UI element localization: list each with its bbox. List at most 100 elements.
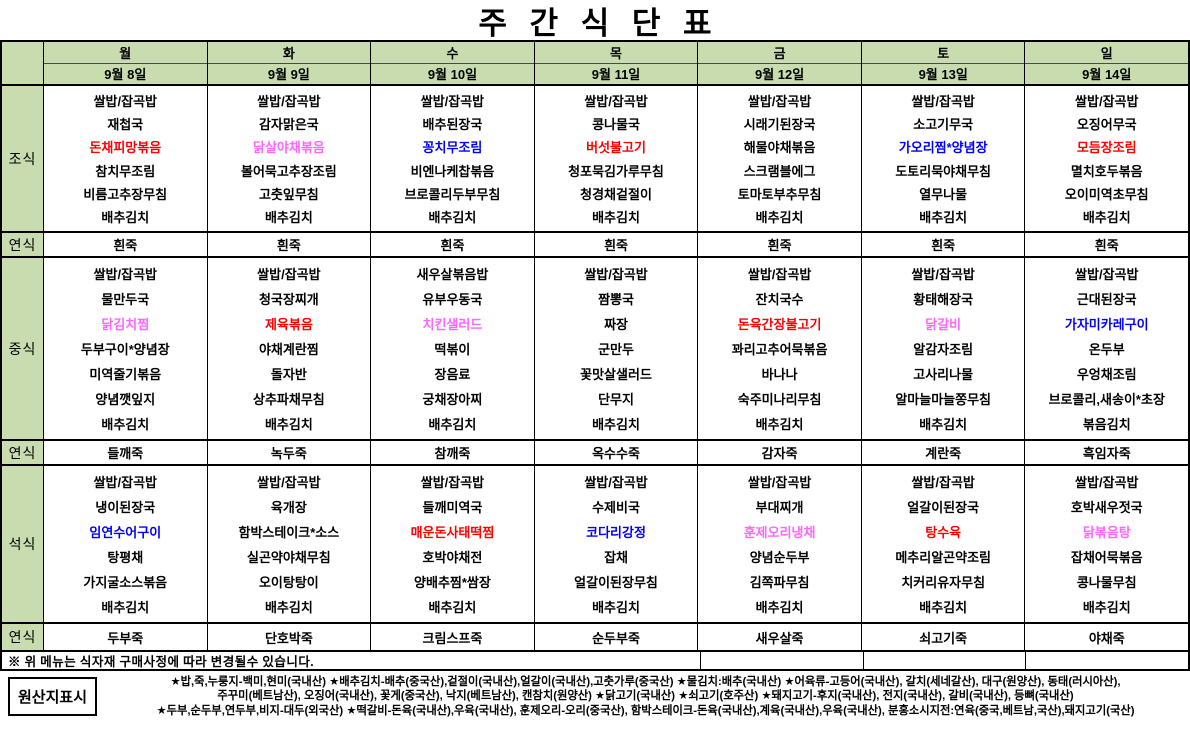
menu-item: 임연수어구이: [89, 525, 162, 540]
soft-cell-1-2: 흰죽: [370, 233, 534, 256]
menu-item: 돈채피망볶음: [89, 140, 162, 156]
menu-item: 치킨샐러드: [422, 317, 483, 332]
section-row-1: 연식 흰죽 흰죽 흰죽 흰죽 흰죽 흰죽 흰죽: [2, 231, 1188, 256]
menu-item: 가지굴소스볶음: [83, 575, 168, 590]
menu-item: 숙주미나리무침: [737, 392, 822, 407]
menu-item: 수제비국: [592, 500, 640, 515]
menu-item: 재첩국: [107, 117, 144, 133]
day-date: 9월 14일: [1082, 67, 1132, 83]
soft-cell-1-0: 흰죽: [43, 233, 207, 256]
menu-cell-0-0: 쌀밥/잡곡밥 재첩국 돈채피망볶음 참치무조림 비름고추장무침 배추김치: [43, 86, 207, 231]
menu-item: 얼갈이된장국: [907, 500, 980, 515]
menu-cell-4-6: 쌀밥/잡곡밥 호박새우젓국 닭볶음탕 잡채어묵볶음 콩나물무침 배추김치: [1024, 466, 1188, 622]
menu-item: 쌀밥/잡곡밥: [93, 94, 157, 110]
menu-item: 쌀밥/잡곡밥: [1075, 94, 1139, 110]
menu-item: 닭갈비: [925, 317, 962, 332]
menu-item: 가오리찜*양념장: [898, 140, 988, 156]
menu-item: 비름고추장무침: [83, 186, 168, 202]
menu-item: 짬뽕국: [598, 292, 634, 307]
menu-item: 치커리유자무침: [901, 575, 986, 590]
soft-cell-3-6: 흑임자죽: [1024, 441, 1188, 464]
menu-item: 떡볶이: [434, 342, 471, 357]
soft-cell-3-0: 들깨죽: [43, 441, 207, 464]
menu-item: 고춧잎무침: [258, 186, 319, 202]
menu-item: 들깨미역국: [422, 500, 483, 515]
menu-item: 호박야채전: [422, 550, 483, 565]
menu-item: 물만두국: [101, 292, 150, 307]
menu-item: 닭김치찜: [101, 317, 150, 332]
menu-item: 오이미역초무침: [1064, 186, 1149, 202]
page-title: 주 간 식 단 표: [478, 5, 719, 41]
day-header-4: 금 9월 12일: [697, 42, 861, 84]
menu-item: 쌀밥/잡곡밥: [420, 475, 485, 490]
menu-item: 배추김치: [919, 600, 968, 615]
menu-cell-2-3: 쌀밥/잡곡밥 짬뽕국 짜장 군만두 꽃맛살샐러드 단무지 배추김치: [533, 258, 698, 439]
menu-item: 시래기된장국: [743, 117, 816, 133]
menu-item: 배추김치: [755, 600, 804, 615]
row-label: 중식: [2, 258, 43, 439]
day-name: 일: [1025, 42, 1189, 64]
menu-item: 쌀밥/잡곡밥: [420, 94, 485, 110]
soft-cell-1-4: 흰죽: [697, 233, 861, 256]
menu-item: 쌀밥/잡곡밥: [93, 267, 157, 282]
note-empty-cell: [1025, 652, 1188, 669]
soft-cell-3-1: 녹두죽: [206, 441, 371, 464]
row-label: 연식: [2, 624, 43, 650]
menu-item: 꽃맛살샐러드: [580, 367, 652, 382]
menu-item: 돈육간장불고기: [737, 317, 822, 332]
menu-cell-0-1: 쌀밥/잡곡밥 감자맑은국 닭살야채볶음 볼어묵고추장조림 고춧잎무침 배추김치: [206, 86, 371, 231]
day-name: 수: [371, 42, 534, 64]
day-date: 9월 9일: [267, 67, 310, 83]
menu-cell-4-1: 쌀밥/잡곡밥 육개장 함박스테이크*소스 실곤약야채무침 오이탕탕이 배추김치: [206, 466, 371, 622]
day-header-5: 토 9월 13일: [860, 42, 1025, 84]
menu-item: 얼갈이된장무침: [574, 575, 658, 590]
menu-item: 군만두: [598, 342, 634, 357]
menu-item: 배추된장국: [422, 117, 483, 133]
day-name: 금: [698, 42, 861, 64]
menu-item: 미역줄기볶음: [89, 367, 162, 382]
menu-item: 훈제오리냉채: [743, 525, 816, 540]
row-label: 조식: [2, 86, 43, 231]
day-name: 월: [44, 42, 207, 64]
origin-line-2: 주꾸미(베트남산), 오징어(국내산), 꽃게(중국산), 낙지(베트남산), …: [217, 690, 1074, 703]
menu-item: 콩나물무침: [1076, 575, 1137, 590]
menu-cell-2-1: 쌀밥/잡곡밥 청국장찌개 제육볶음 야채계란찜 돌자반 상추파채무침 배추김치: [206, 258, 371, 439]
menu-item: 볼어묵고추장조림: [241, 163, 337, 179]
section-row-0: 조식 쌀밥/잡곡밥 재첩국 돈채피망볶음 참치무조림 비름고추장무침 배추김치 쌀밥/잡곡밥 감…: [2, 84, 1188, 231]
menu-item: 배추김치: [1082, 600, 1131, 615]
menu-item: 청경채겉절이: [580, 186, 652, 202]
soft-cell-5-2: 크림스프죽: [370, 624, 534, 650]
soft-cell-3-3: 옥수수죽: [533, 441, 698, 464]
soft-cell-1-1: 흰죽: [206, 233, 371, 256]
menu-item: 해물야채볶음: [743, 140, 816, 156]
menu-item: 쌀밥/잡곡밥: [584, 475, 648, 490]
menu-item: 쌀밥/잡곡밥: [257, 94, 321, 110]
menu-cell-2-6: 쌀밥/잡곡밥 근대된장국 가자미카레구이 온두부 우엉채조림 브로콜리,새송이*초장 볶음김…: [1024, 258, 1188, 439]
menu-item: 잡채어묵볶음: [1070, 550, 1143, 565]
menu-item: 양배추찜*쌈장: [414, 575, 491, 590]
menu-item: 쌀밥/잡곡밥: [911, 475, 975, 490]
menu-item: 단무지: [598, 392, 634, 407]
menu-item: 배추김치: [755, 417, 804, 432]
menu-item: 유부우동국: [422, 292, 483, 307]
menu-item: 호박새우젓국: [1070, 500, 1143, 515]
menu-item: 오이탕탕이: [258, 575, 319, 590]
menu-cell-0-6: 쌀밥/잡곡밥 오징어무국 모듬장조림 멸치호두볶음 오이미역초무침 배추김치: [1024, 86, 1188, 231]
menu-item: 브로콜리두부무침: [404, 186, 501, 202]
day-date: 9월 11일: [591, 67, 641, 83]
menu-item: 실곤약야채무침: [247, 550, 331, 565]
menu-item: 메추리알곤약조림: [895, 550, 992, 565]
row-label: 연식: [2, 233, 43, 256]
menu-cell-2-2: 새우살볶음밥 유부우동국 치킨샐러드 떡볶이 장음료 궁채장아찌 배추김치: [370, 258, 534, 439]
menu-item: 비엔나케찹볶음: [410, 163, 495, 179]
soft-cell-1-3: 흰죽: [533, 233, 698, 256]
menu-item: 모듬장조림: [1076, 140, 1137, 156]
menu-item: 우엉채조림: [1076, 367, 1137, 382]
corner-cell: [2, 42, 43, 84]
origin-label-box: 원산지표시: [8, 677, 98, 716]
menu-item: 배추김치: [919, 417, 968, 432]
menu-item: 쌀밥/잡곡밥: [911, 94, 975, 110]
menu-item: 오징어무국: [1076, 117, 1137, 133]
menu-item: 두부구이*양념장: [80, 342, 170, 357]
